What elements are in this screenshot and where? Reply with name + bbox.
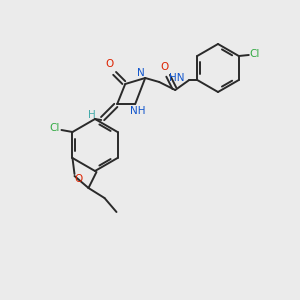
Text: O: O — [160, 62, 168, 72]
Text: Cl: Cl — [250, 49, 260, 59]
Text: NH: NH — [130, 106, 146, 116]
Text: HN: HN — [169, 73, 184, 83]
Text: O: O — [74, 174, 83, 184]
Text: Cl: Cl — [49, 123, 60, 133]
Text: N: N — [137, 68, 145, 78]
Text: H: H — [88, 110, 96, 120]
Text: O: O — [105, 59, 113, 69]
